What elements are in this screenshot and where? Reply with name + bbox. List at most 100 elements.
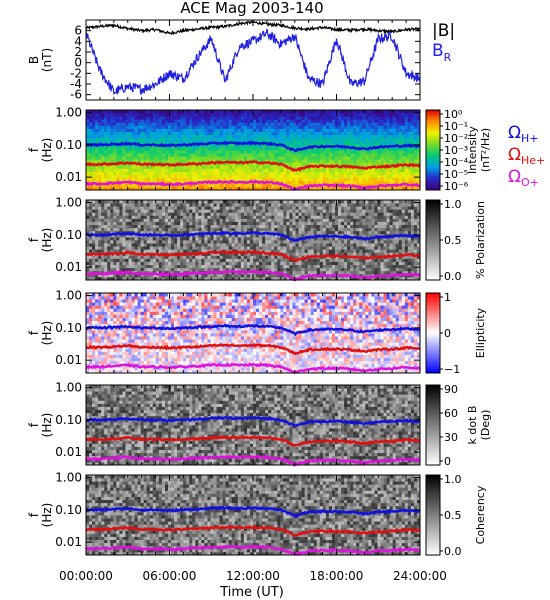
heatmap-cells	[86, 293, 421, 374]
colorbar-label-line: % Polarization	[474, 201, 487, 279]
colorbar-tick-label: 0.0	[444, 545, 462, 558]
gyrofrequency-line-Heplus	[85, 160, 421, 172]
chart-title: ACE Mag 2003-140	[180, 0, 323, 17]
colorbar-label: Coherency	[474, 485, 487, 544]
gyrofrequency-line-Heplus	[85, 342, 421, 356]
heatmap-cells	[86, 385, 421, 466]
legend-gyro-Oplus: ΩO+	[508, 167, 539, 189]
legend-gyro-Heplus: ΩHe+	[508, 145, 545, 167]
x-tick-label: 18:00:00	[310, 569, 364, 583]
y-tick-label: 0.10	[55, 138, 82, 152]
panel-4: f(Hz) 1.00 0.10 0.01 1 0 −1 Ellipticity	[27, 289, 487, 376]
colorbar-tick-label: 10⁻⁴	[444, 156, 469, 169]
colorbar-label-line: Ellipticity	[474, 307, 487, 358]
y-axis-label: B(nT)	[27, 48, 54, 72]
y-axis-label: f(Hz)	[27, 138, 54, 163]
colorbar-tick-label: 60	[444, 407, 458, 420]
x-tick-label: 24:00:00	[393, 569, 447, 583]
gyrofrequency-line-Hplus	[85, 505, 420, 518]
y-tick-label: -4	[70, 77, 82, 91]
colorbar-tick-label: 10⁻⁵	[444, 168, 468, 181]
legend-gyro-symbol: Ω	[508, 145, 521, 165]
legend-gyro-symbol: Ω	[508, 167, 521, 187]
series-line-b-r	[85, 28, 421, 95]
y-tick-label: -6	[70, 88, 82, 102]
colorbar-tick-label: 0.5	[444, 234, 462, 247]
plot-area	[86, 20, 420, 100]
y-tick-label: 0.01	[55, 445, 82, 459]
colorbar-label-line: Coherency	[474, 485, 487, 544]
colorbar-tick-label: 0.0	[444, 270, 462, 283]
y-tick-label: 0.10	[55, 228, 82, 242]
y-axis-label: f(Hz)	[27, 413, 54, 438]
heatmap-cells	[86, 200, 421, 281]
colorbar: 1 0 −1 Ellipticity	[425, 291, 487, 376]
y-axis-label: f(Hz)	[27, 321, 54, 346]
y-axis-label-line: (Hz)	[40, 413, 54, 438]
colorbar-tick-label: 1	[444, 291, 451, 304]
legend-gyro-symbol: Ω	[508, 123, 521, 143]
colorbar-tick-label: 1.0	[444, 198, 462, 211]
legend-gyro-Hplus: ΩH+	[508, 123, 539, 145]
y-axis-label: f(Hz)	[27, 228, 54, 253]
colorbar: 1.0 0.5 0.0 % Polarization	[425, 198, 487, 283]
y-tick-label: 2	[74, 45, 82, 59]
heatmap-cells	[86, 110, 421, 191]
colorbar-tick-label: 10⁰	[444, 108, 463, 121]
colorbar-tick-label: 30	[444, 431, 458, 444]
colorbar-label: Intensity(nT²/Hz)	[466, 126, 492, 174]
legend-b-r-sub: R	[444, 51, 452, 64]
y-axis-label-line: f	[27, 330, 41, 335]
y-tick-label: 6	[74, 24, 82, 38]
panel-2: f(Hz) 1.00 0.10 0.01 10⁰10⁻¹10⁻²10⁻³10⁻⁴10⁻⁵…	[27, 106, 492, 193]
y-axis-label-line: B	[27, 56, 41, 64]
panel-5: f(Hz) 1.00 0.10 0.01 90 60 30 0 k dot B(Deg)	[27, 381, 492, 468]
colorbar-tick-label: 10⁻¹	[444, 120, 468, 133]
y-axis-label-line: f	[27, 237, 41, 242]
x-axis-label: Time (UT)	[219, 585, 284, 600]
y-tick-label: 0.10	[55, 321, 82, 335]
x-tick-label: 06:00:00	[143, 569, 197, 583]
y-tick-label: 0.01	[55, 353, 82, 367]
gyrofrequency-line-Heplus	[85, 524, 421, 537]
gyrofrequency-line-Hplus	[85, 230, 421, 243]
y-axis-label-line: f	[27, 422, 41, 427]
x-tick-label: 12:00:00	[226, 569, 280, 583]
gyrofrequency-line-Heplus	[85, 249, 421, 263]
y-axis-label-line: (Hz)	[40, 138, 54, 163]
y-axis-label-line: (Hz)	[40, 228, 54, 253]
y-tick-label: 0.01	[55, 535, 82, 549]
colorbar-tick-label: 10⁻⁶	[444, 180, 469, 193]
y-axis-label-line: (nT)	[40, 48, 54, 72]
colorbar-label-line: (Deg)	[479, 410, 492, 441]
y-tick-label: 0.01	[55, 170, 82, 184]
panel-6: f(Hz) 1.00 0.10 0.01 1.0 0.5 0.0 Coherency	[27, 471, 487, 558]
gyrofrequency-line-Hplus	[85, 415, 421, 427]
y-tick-label: 0.01	[55, 260, 82, 274]
y-tick-label: 1.00	[55, 471, 82, 485]
y-tick-label: 1.00	[55, 289, 82, 303]
colorbar-label: % Polarization	[474, 201, 487, 279]
gyrofrequency-line-Hplus	[85, 323, 421, 337]
y-tick-label: 1.00	[55, 381, 82, 395]
y-axis-label: f(Hz)	[27, 503, 54, 528]
colorbar-label-line: k dot B	[466, 406, 479, 445]
y-tick-label: 0.10	[55, 413, 82, 427]
colorbar: 90 60 30 0 k dot B(Deg)	[425, 383, 492, 468]
heatmap-cells	[86, 475, 421, 556]
colorbar: 1.0 0.5 0.0 Coherency	[425, 473, 487, 558]
y-tick-label: 4	[74, 34, 82, 48]
legend-gyro-sub: H+	[521, 132, 539, 145]
y-axis-label-line: f	[27, 147, 41, 152]
colorbar-tick-label: 10⁻²	[444, 132, 468, 145]
colorbar-label: Ellipticity	[474, 307, 487, 358]
legend-b-magnitude: |B|	[432, 21, 455, 41]
colorbar-label-line: Intensity	[466, 126, 479, 174]
legend-gyro-sub: O+	[521, 176, 539, 189]
colorbar-frame	[425, 384, 441, 466]
y-tick-label: 0.10	[55, 503, 82, 517]
y-tick-label: -2	[70, 66, 82, 80]
